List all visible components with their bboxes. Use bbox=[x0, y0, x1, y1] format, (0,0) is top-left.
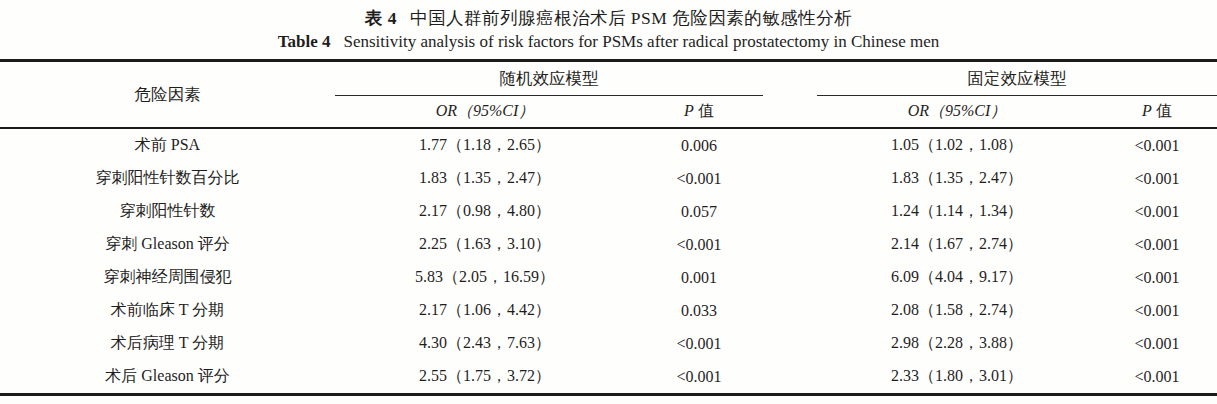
table-title-zh-text: 中国人群前列腺癌根治术后 PSM 危险因素的敏感性分析 bbox=[410, 8, 852, 28]
cell-or-random: 4.30（2.43，7.63） bbox=[335, 327, 635, 360]
cell-spacer bbox=[763, 327, 817, 360]
header-group-row: 危险因素 随机效应模型 固定效应模型 bbox=[0, 61, 1217, 96]
cell-p-random: 0.057 bbox=[635, 195, 763, 228]
cell-p-fixed: <0.001 bbox=[1097, 228, 1217, 261]
col-group-random-effects: 随机效应模型 bbox=[335, 61, 763, 96]
header-spacer bbox=[763, 61, 817, 129]
cell-or-random: 2.17（1.06，4.42） bbox=[335, 294, 635, 327]
table-row: 穿刺阳性针数百分比 1.83（1.35，2.47） <0.001 1.83（1.… bbox=[0, 162, 1217, 195]
cell-or-fixed: 1.24（1.14，1.34） bbox=[817, 195, 1097, 228]
p-suffix: 值 bbox=[698, 102, 714, 119]
col-header-or-random: OR（95%CI） bbox=[335, 96, 635, 129]
table-title-en: Table 4 Sensitivity analysis of risk fact… bbox=[0, 30, 1217, 54]
journal-table-figure: 表 4 中国人群前列腺癌根治术后 PSM 危险因素的敏感性分析 Table 4 Se… bbox=[0, 0, 1217, 404]
p-suffix: 值 bbox=[1156, 102, 1172, 119]
or-ci-label: OR（95%CI） bbox=[436, 102, 535, 119]
cell-spacer bbox=[763, 360, 817, 395]
cell-or-fixed: 6.09（4.04，9.17） bbox=[817, 261, 1097, 294]
cell-or-fixed: 2.98（2.28，3.88） bbox=[817, 327, 1097, 360]
cell-risk-factor: 穿刺阳性针数百分比 bbox=[0, 162, 335, 195]
table-row: 术前临床 T 分期 2.17（1.06，4.42） 0.033 2.08（1.5… bbox=[0, 294, 1217, 327]
cell-risk-factor: 穿刺 Gleason 评分 bbox=[0, 228, 335, 261]
table-row: 穿刺阳性针数 2.17（0.98，4.80） 0.057 1.24（1.14，1… bbox=[0, 195, 1217, 228]
cell-or-fixed: 1.83（1.35，2.47） bbox=[817, 162, 1097, 195]
cell-or-random: 2.55（1.75，3.72） bbox=[335, 360, 635, 395]
cell-risk-factor: 术前 PSA bbox=[0, 128, 335, 162]
cell-or-random: 1.77（1.18，2.65） bbox=[335, 128, 635, 162]
table-number-zh: 表 4 bbox=[365, 8, 397, 28]
cell-or-fixed: 2.33（1.80，3.01） bbox=[817, 360, 1097, 395]
table-number-en: Table 4 bbox=[278, 32, 331, 51]
cell-or-random: 5.83（2.05，16.59） bbox=[335, 261, 635, 294]
cell-p-fixed: <0.001 bbox=[1097, 294, 1217, 327]
col-group-fixed-effects: 固定效应模型 bbox=[817, 61, 1217, 96]
cell-p-fixed: <0.001 bbox=[1097, 261, 1217, 294]
cell-or-fixed: 2.08（1.58，2.74） bbox=[817, 294, 1097, 327]
sensitivity-analysis-table: 危险因素 随机效应模型 固定效应模型 OR（95%CI） P值 OR（95%CI… bbox=[0, 59, 1217, 396]
table-row: 穿刺神经周围侵犯 5.83（2.05，16.59） 0.001 6.09（4.0… bbox=[0, 261, 1217, 294]
cell-p-random: <0.001 bbox=[635, 327, 763, 360]
cell-p-random: 0.001 bbox=[635, 261, 763, 294]
p-label: P bbox=[684, 102, 694, 119]
table-row: 术前 PSA 1.77（1.18，2.65） 0.006 1.05（1.02，1… bbox=[0, 128, 1217, 162]
cell-spacer bbox=[763, 228, 817, 261]
col-header-risk-factor: 危险因素 bbox=[0, 61, 335, 129]
cell-p-fixed: <0.001 bbox=[1097, 128, 1217, 162]
table-row: 术后 Gleason 评分 2.55（1.75，3.72） <0.001 2.3… bbox=[0, 360, 1217, 395]
cell-p-random: 0.033 bbox=[635, 294, 763, 327]
col-header-p-random: P值 bbox=[635, 96, 763, 129]
cell-p-fixed: <0.001 bbox=[1097, 195, 1217, 228]
or-ci-label: OR（95%CI） bbox=[908, 102, 1007, 119]
cell-spacer bbox=[763, 162, 817, 195]
cell-or-fixed: 1.05（1.02，1.08） bbox=[817, 128, 1097, 162]
cell-risk-factor: 术前临床 T 分期 bbox=[0, 294, 335, 327]
table-row: 穿刺 Gleason 评分 2.25（1.63，3.10） <0.001 2.1… bbox=[0, 228, 1217, 261]
cell-p-random: <0.001 bbox=[635, 162, 763, 195]
table-title-zh: 表 4 中国人群前列腺癌根治术后 PSM 危险因素的敏感性分析 bbox=[0, 7, 1217, 30]
table-titles: 表 4 中国人群前列腺癌根治术后 PSM 危险因素的敏感性分析 Table 4 Se… bbox=[0, 0, 1217, 54]
cell-or-random: 2.17（0.98，4.80） bbox=[335, 195, 635, 228]
cell-spacer bbox=[763, 195, 817, 228]
cell-spacer bbox=[763, 294, 817, 327]
cell-p-random: <0.001 bbox=[635, 228, 763, 261]
p-label: P bbox=[1142, 102, 1152, 119]
cell-or-fixed: 2.14（1.67，2.74） bbox=[817, 228, 1097, 261]
col-header-p-fixed: P值 bbox=[1097, 96, 1217, 129]
cell-risk-factor: 穿刺阳性针数 bbox=[0, 195, 335, 228]
cell-p-fixed: <0.001 bbox=[1097, 327, 1217, 360]
table-row: 术后病理 T 分期 4.30（2.43，7.63） <0.001 2.98（2.… bbox=[0, 327, 1217, 360]
cell-p-fixed: <0.001 bbox=[1097, 162, 1217, 195]
cell-or-random: 2.25（1.63，3.10） bbox=[335, 228, 635, 261]
col-header-or-fixed: OR（95%CI） bbox=[817, 96, 1097, 129]
cell-p-random: <0.001 bbox=[635, 360, 763, 395]
cell-p-fixed: <0.001 bbox=[1097, 360, 1217, 395]
cell-p-random: 0.006 bbox=[635, 128, 763, 162]
cell-risk-factor: 穿刺神经周围侵犯 bbox=[0, 261, 335, 294]
cell-spacer bbox=[763, 261, 817, 294]
cell-or-random: 1.83（1.35，2.47） bbox=[335, 162, 635, 195]
table-title-en-text: Sensitivity analysis of risk factors for… bbox=[343, 32, 939, 51]
cell-risk-factor: 术后 Gleason 评分 bbox=[0, 360, 335, 395]
cell-risk-factor: 术后病理 T 分期 bbox=[0, 327, 335, 360]
cell-spacer bbox=[763, 128, 817, 162]
